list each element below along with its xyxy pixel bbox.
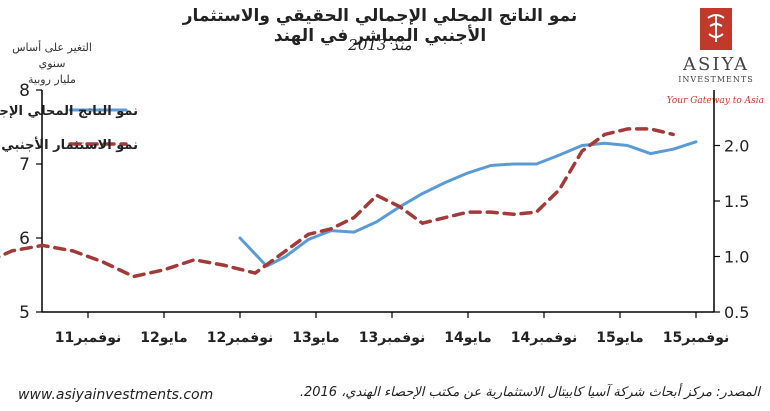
- x-tick-label: مايو13: [292, 330, 339, 346]
- right-tick-label: 1.5: [724, 192, 749, 211]
- legend-label-1: نمو الناتج المحلي الإجمالي: [0, 104, 138, 119]
- left-tick-label: 5: [19, 303, 30, 323]
- fdi-growth-line: [0, 127, 675, 279]
- logo-sub: INVESTMENTS: [678, 75, 754, 84]
- chart-title: نمو الناتج المحلي الإجمالي الحقيقي والاس…: [182, 6, 578, 46]
- asiya-logo: ASIYA INVESTMENTS: [676, 8, 756, 88]
- source-note: المصدر: مركز أبحاث شركة آسيا كابيتال الا…: [299, 385, 760, 400]
- website-link[interactable]: www.asiyainvestments.com: [18, 387, 214, 403]
- x-tick-label: نوفمبر13: [359, 330, 426, 346]
- left-tick-label: 6: [19, 229, 30, 249]
- x-tick-label: مايو14: [444, 330, 491, 346]
- chart-subtitle: منذ 2013: [348, 36, 412, 54]
- gdp-growth-line: [238, 140, 698, 268]
- left-tick-label: 7: [19, 155, 30, 175]
- right-tick-label: 0.5: [724, 303, 749, 322]
- logo-mark-icon: [700, 8, 732, 50]
- right-tick-label: 1.0: [724, 248, 749, 267]
- logo-name: ASIYA: [683, 54, 749, 75]
- right-tick-label: 2.0: [724, 137, 749, 156]
- units-label: التغير على أساس سنوي مليار روبية: [12, 41, 92, 86]
- x-tick-label: نوفمبر14: [511, 330, 578, 346]
- x-tick-label: نوفمبر11: [55, 330, 122, 346]
- left-tick-label: 8: [19, 81, 30, 101]
- legend-label-2: نمو الاستثمار الأجنبي المباشر: [0, 136, 138, 153]
- x-tick-label: مايو15: [596, 330, 643, 346]
- logo-tagline: Your Gateway to Asia: [666, 96, 764, 106]
- x-tick-label: مايو12: [140, 330, 187, 346]
- x-tick-label: نوفمبر12: [207, 330, 274, 346]
- x-tick-label: نوفمبر15: [663, 330, 730, 346]
